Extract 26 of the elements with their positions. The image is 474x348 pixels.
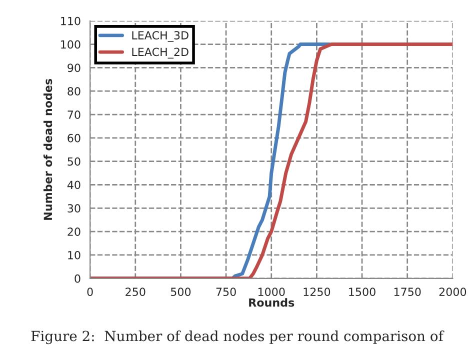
y-tick-label: 20 <box>68 228 80 236</box>
y-tick-label: 30 <box>68 204 80 213</box>
x-tick-label: 750 <box>216 288 236 296</box>
x-tick-label: 1500 <box>349 288 376 296</box>
y-tick-label: 90 <box>68 64 80 72</box>
y-tick-label: 100 <box>61 40 80 49</box>
y-axis-title: Number of dead nodes <box>44 78 52 220</box>
y-tick-label: 60 <box>68 134 80 142</box>
x-tick-label: 500 <box>170 288 191 296</box>
y-tick-label: 110 <box>61 16 80 26</box>
x-tick-label: 1000 <box>258 288 285 296</box>
legend-label: LEACH_3D <box>132 31 188 42</box>
x-axis-title: Rounds <box>249 298 294 307</box>
x-tick-label: 1250 <box>304 288 330 296</box>
x-tick-label: 0 <box>87 288 93 296</box>
y-tick-label: 50 <box>68 157 80 166</box>
y-tick-label: 40 <box>67 180 80 190</box>
legend-label: LEACH_2D <box>132 48 188 59</box>
y-tick-label: 10 <box>68 250 80 260</box>
x-tick-label: 1750 <box>394 288 421 296</box>
y-tick-label: 70 <box>68 110 80 119</box>
caption: Figure 2: Number of dead nodes per round comparison of <box>31 330 444 344</box>
x-tick-label: 250 <box>126 288 146 296</box>
y-tick-label: 80 <box>68 87 80 96</box>
x-tick-label: 2000 <box>439 288 466 296</box>
y-tick-label: 0 <box>74 274 80 283</box>
